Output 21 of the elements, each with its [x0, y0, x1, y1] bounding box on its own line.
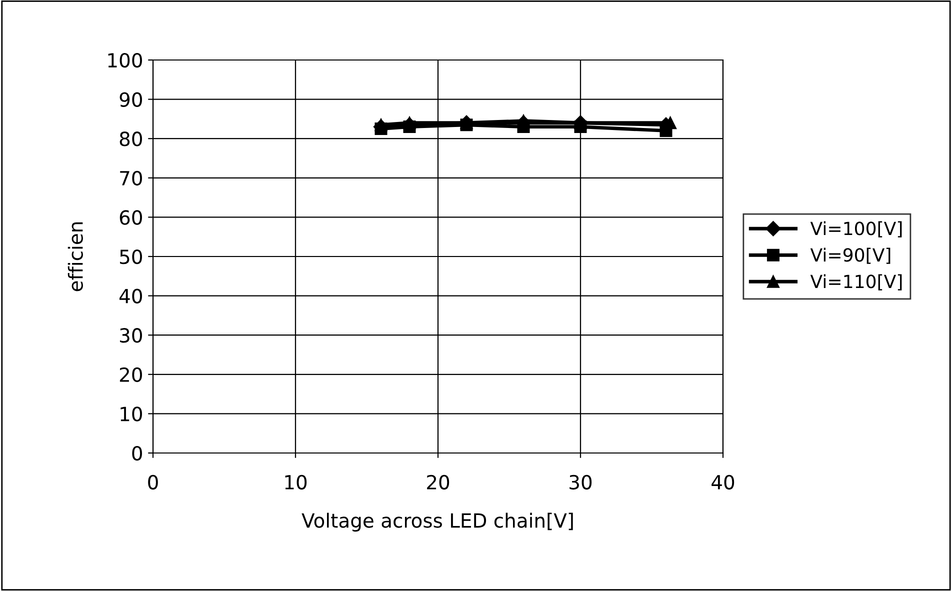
x-axis-title: Voltage across LED chain[V]: [302, 512, 573, 532]
y-tick-label: 40: [119, 288, 142, 304]
y-tick-label: 10: [120, 406, 142, 422]
legend-label: Vi=110[V]: [810, 274, 902, 290]
x-tick-label: 0: [148, 474, 158, 490]
y-tick-label: 100: [108, 52, 142, 68]
y-tick-label: 20: [120, 367, 142, 382]
y-axis-title: efficien: [68, 222, 83, 292]
y-tick-label: 0: [132, 446, 142, 461]
x-tick-label: 20: [427, 474, 450, 490]
y-tick-label: 50: [120, 249, 142, 264]
y-tick-label: 60: [120, 210, 142, 225]
x-tick-label: 10: [285, 474, 307, 490]
y-tick-label: 30: [120, 328, 142, 343]
legend-label: Vi=100[V]: [810, 221, 902, 238]
y-tick-label: 80: [120, 132, 142, 146]
legend-label: Vi=90[V]: [810, 248, 890, 264]
x-tick-label: 30: [570, 474, 592, 490]
x-tick-label: 40: [712, 474, 734, 490]
y-tick-label: 70: [120, 170, 142, 186]
y-tick-label: 90: [120, 92, 142, 107]
